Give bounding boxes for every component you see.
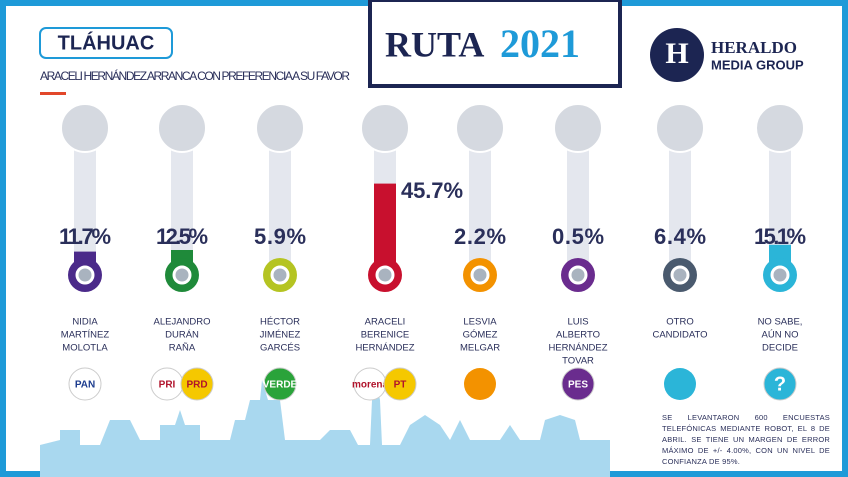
value-label: 45.7% bbox=[401, 178, 463, 203]
photo bbox=[455, 103, 505, 153]
party-label: morena bbox=[352, 380, 389, 391]
tube bbox=[567, 115, 589, 275]
candidate-name: LESVIA bbox=[463, 317, 497, 328]
photo bbox=[360, 103, 410, 153]
candidate-name: MARTÍNEZ bbox=[61, 330, 110, 341]
candidate-name: AÚN NO bbox=[762, 330, 799, 341]
tube bbox=[669, 115, 691, 275]
bulb-core bbox=[75, 265, 95, 285]
candidate-name: DECIDE bbox=[762, 343, 798, 354]
logo-box bbox=[368, 0, 622, 88]
candidate-name: MOLOTLA bbox=[62, 343, 108, 354]
tube bbox=[769, 115, 791, 275]
bulb-core bbox=[270, 265, 290, 285]
note: SE LEVANTARON 600 ENCUESTAS TELEFÓNICAS … bbox=[662, 413, 830, 466]
party-logo bbox=[180, 367, 214, 401]
candidate-name: HERNÁNDEZ bbox=[355, 343, 414, 354]
tube bbox=[74, 115, 96, 275]
value-label: 15.1% bbox=[754, 224, 806, 249]
bulb-core bbox=[770, 265, 790, 285]
value-label: 12.5% bbox=[156, 224, 208, 249]
bulb-core bbox=[375, 265, 395, 285]
brand-icon-bg bbox=[650, 28, 704, 82]
candidate-name: BERENICE bbox=[361, 330, 410, 341]
title-badge bbox=[39, 27, 173, 59]
party-logo bbox=[263, 367, 297, 401]
party-label: PAN bbox=[75, 380, 95, 391]
candidate-name: CANDIDATO bbox=[652, 330, 707, 341]
brand: HERALDO bbox=[711, 38, 797, 57]
candidate-name: NIDIA bbox=[72, 317, 98, 328]
brand-sub: MEDIA GROUP bbox=[711, 57, 804, 72]
party-logo bbox=[561, 367, 595, 401]
value-label: 2.2% bbox=[454, 224, 506, 249]
party-logo bbox=[664, 368, 696, 400]
value-label: 11.7% bbox=[59, 224, 111, 249]
party-logo bbox=[383, 367, 417, 401]
candidate-name: MELGAR bbox=[460, 343, 500, 354]
party-label: PT bbox=[394, 380, 407, 391]
value-label: 0.5% bbox=[552, 224, 604, 249]
tube bbox=[269, 115, 291, 275]
value-label: 5.9% bbox=[254, 224, 306, 249]
photo bbox=[553, 103, 603, 153]
skyline bbox=[40, 380, 610, 477]
party-logo bbox=[464, 368, 496, 400]
tube bbox=[469, 115, 491, 275]
logo-year: 2021 bbox=[500, 21, 580, 66]
photo bbox=[655, 103, 705, 153]
candidate-name: ALBERTO bbox=[556, 330, 600, 341]
photo bbox=[255, 103, 305, 153]
party-label: PES bbox=[568, 380, 588, 391]
logo-ruta: RUTA bbox=[385, 24, 484, 64]
party-label: VERDE bbox=[263, 380, 298, 391]
party-label: ? bbox=[774, 373, 786, 395]
candidate-name: JIMÉNEZ bbox=[260, 330, 301, 341]
tube bbox=[171, 115, 193, 275]
chart-subtitle: ARACELI HERNÁNDEZ ARRANCA CON PREFERENCI… bbox=[40, 68, 350, 83]
bulb-core bbox=[470, 265, 490, 285]
party-label: PRD bbox=[186, 380, 207, 391]
candidate-name: RAÑA bbox=[169, 343, 196, 354]
candidate-name: HERNÁNDEZ bbox=[548, 343, 607, 354]
bulb-core bbox=[568, 265, 588, 285]
party-logo bbox=[68, 367, 102, 401]
value-label: 6.4% bbox=[654, 224, 706, 249]
candidate-name: GÓMEZ bbox=[463, 330, 498, 341]
brand-icon: H bbox=[665, 37, 688, 70]
candidate-name: ALEJANDRO bbox=[153, 317, 210, 328]
candidate-name: DURÁN bbox=[165, 330, 199, 341]
photo bbox=[60, 103, 110, 153]
party-label: PRI bbox=[159, 380, 176, 391]
accent bbox=[40, 92, 66, 95]
party-logo bbox=[763, 367, 797, 401]
candidate-name: GARCÉS bbox=[260, 343, 300, 354]
chart-title: TLÁHUAC bbox=[58, 31, 155, 54]
bulb-core bbox=[670, 265, 690, 285]
photo bbox=[157, 103, 207, 153]
bulb-core bbox=[172, 265, 192, 285]
candidate-name: OTRO bbox=[666, 317, 693, 328]
candidate-name: HÉCTOR bbox=[260, 317, 300, 328]
bar bbox=[374, 183, 396, 275]
candidate-name: NO SABE, bbox=[758, 317, 803, 328]
photo bbox=[755, 103, 805, 153]
candidate-name: TOVAR bbox=[562, 356, 594, 367]
candidate-name: ARACELI bbox=[365, 317, 406, 328]
candidate-name: LUIS bbox=[567, 317, 588, 328]
